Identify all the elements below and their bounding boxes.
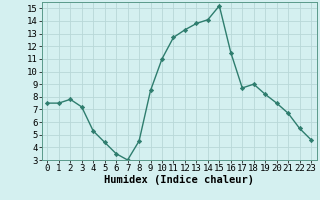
X-axis label: Humidex (Indice chaleur): Humidex (Indice chaleur) — [104, 175, 254, 185]
